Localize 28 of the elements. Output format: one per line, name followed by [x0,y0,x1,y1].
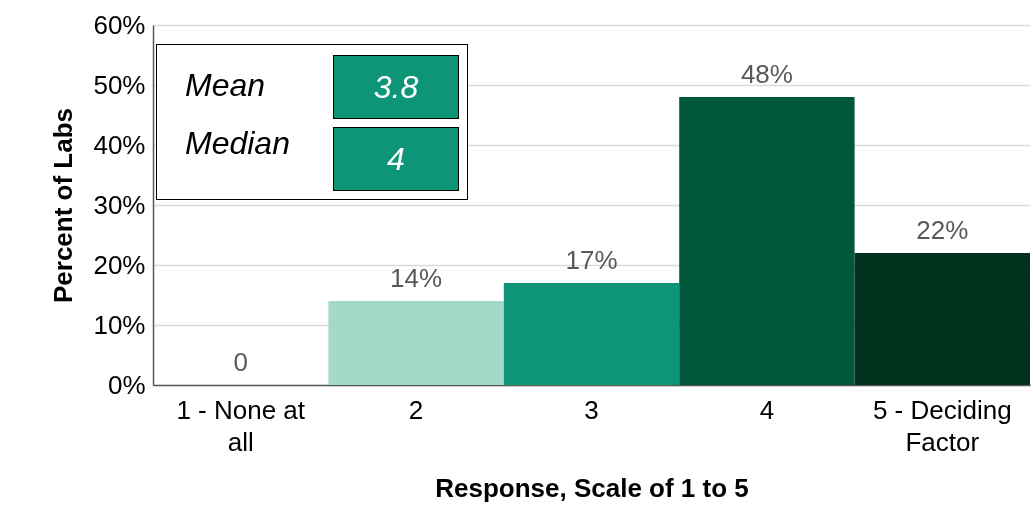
data-label: 17% [565,245,618,275]
data-label: 22% [916,215,969,245]
bar [503,283,680,385]
annotation: Median [185,125,290,162]
data-label: 48% [740,59,793,89]
x-tick-label: 2 [408,394,424,425]
data-label: 14% [390,263,443,293]
summary-table: Mean 3.8 Median 4 [156,44,468,200]
y-tick-label: 50% [93,69,146,100]
y-tick-label: 40% [93,129,146,160]
y-tick-label: 0% [107,369,146,400]
x-tick-label: 4 [759,394,775,425]
bar [679,97,855,385]
y-axis-title: Percent of Labs [48,107,79,304]
value-cell: 3.8 [333,55,459,119]
value-cell: 4 [333,127,459,191]
y-tick-label: 20% [93,249,146,280]
y-tick-label: 10% [93,309,146,340]
x-tick-label: 3 [584,394,599,425]
x-axis-title: Response, Scale of 1 to 5 [435,472,749,503]
data-label: 0 [233,347,248,377]
y-tick-label: 60% [93,9,146,40]
y-tick-label: 30% [93,189,146,220]
annotation: Mean [185,67,266,104]
bar [854,253,1030,385]
x-tick-label: 5 - Deciding Factor [872,394,1012,457]
x-tick-label: 1 - None at all [176,394,306,457]
bar [328,301,504,385]
